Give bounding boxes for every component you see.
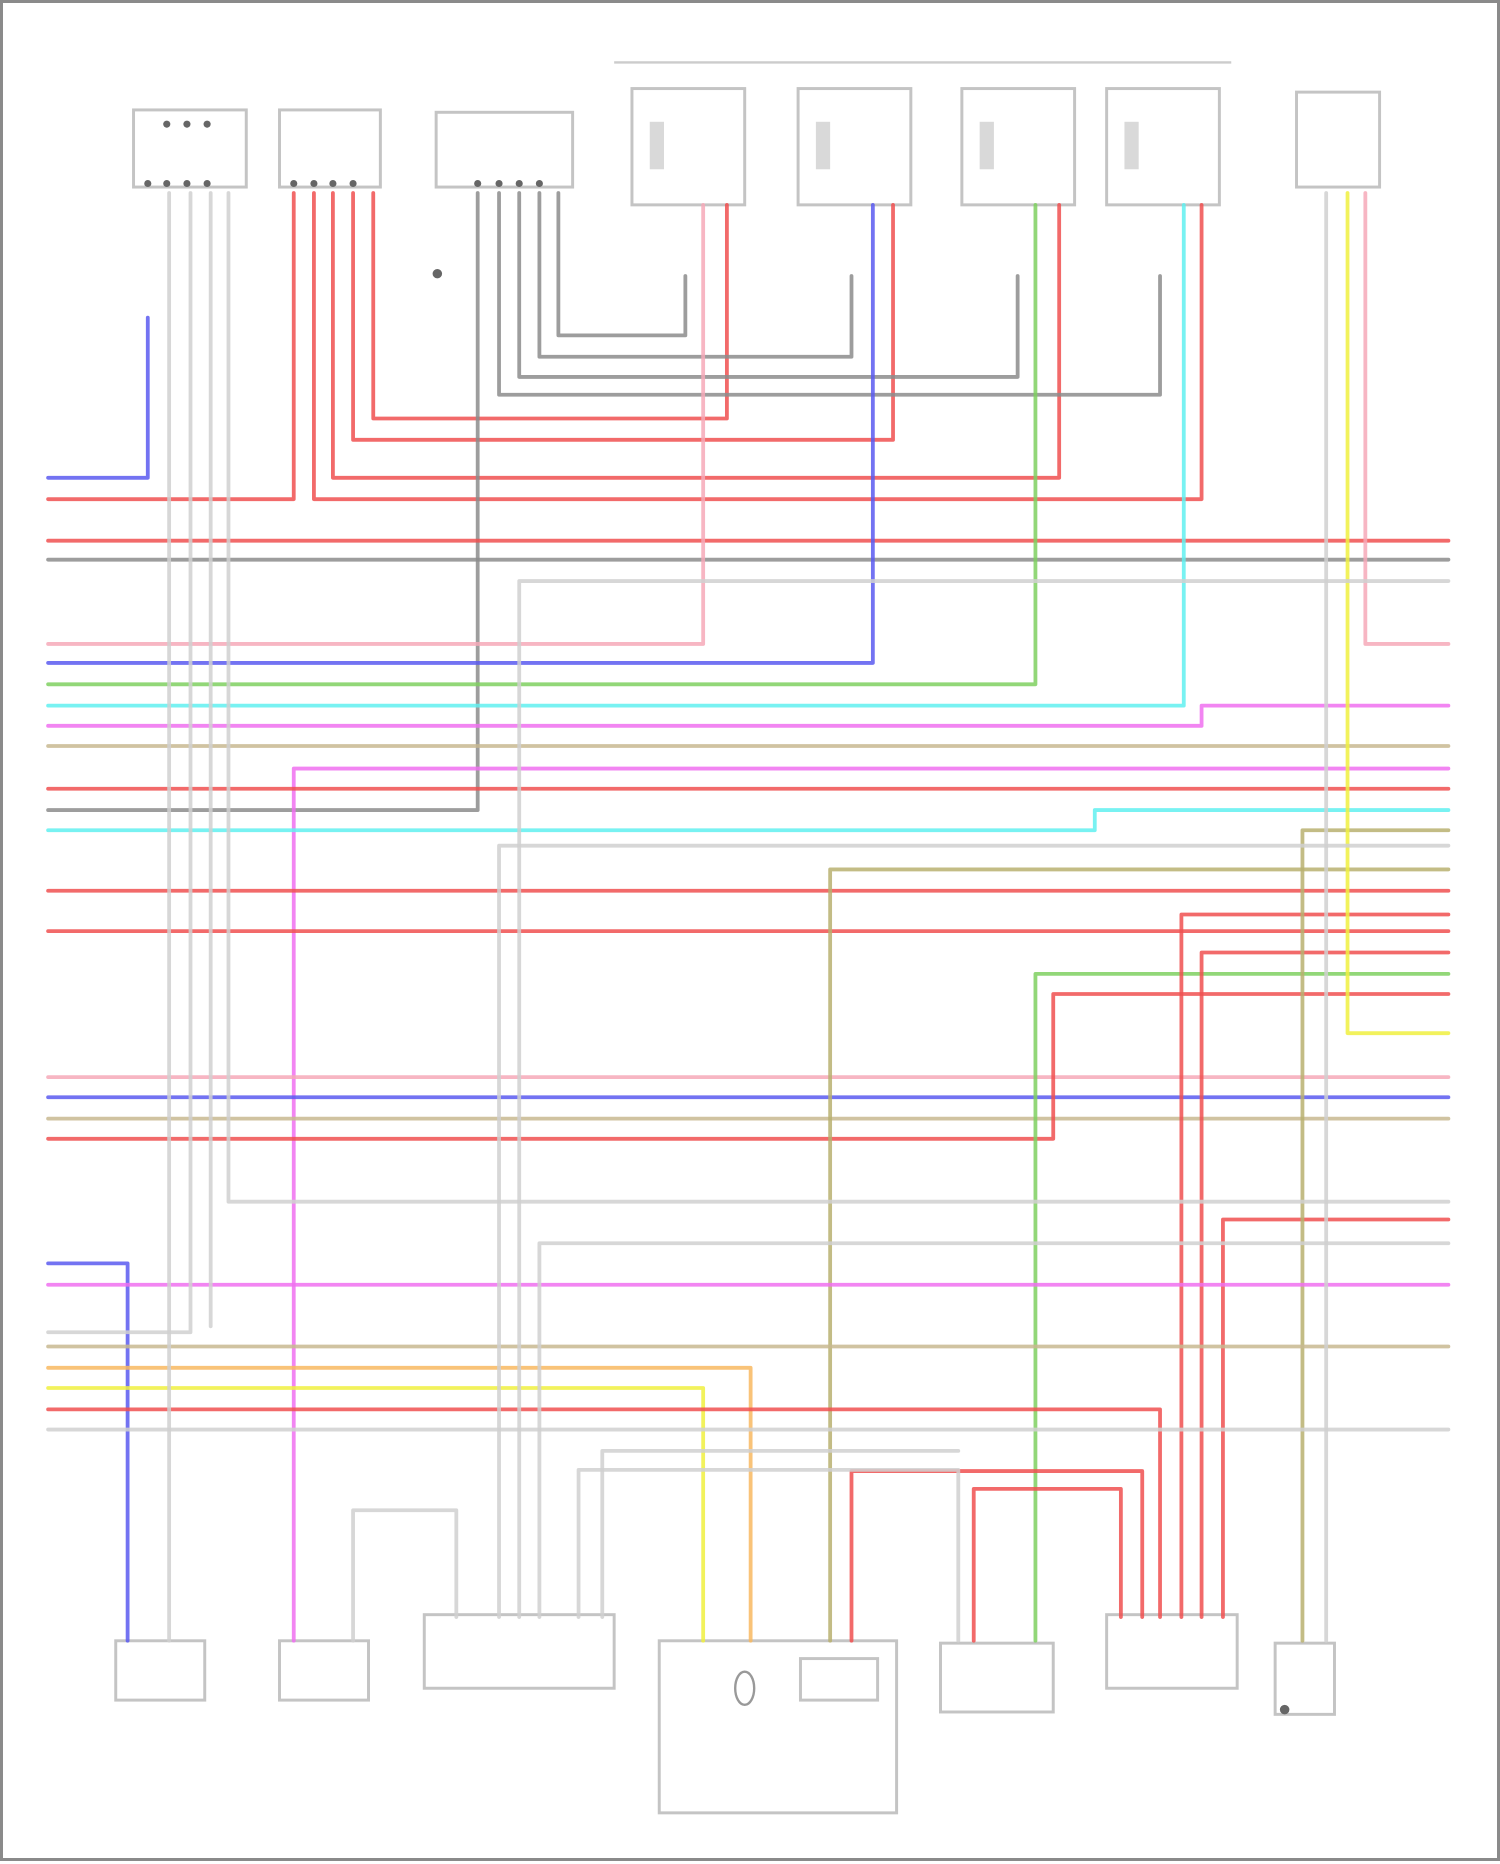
ignition-coil-2 [796, 87, 913, 207]
wire-cyan [46, 808, 1451, 833]
wire-gray [46, 191, 480, 812]
wires [46, 191, 1451, 1643]
wire-red [351, 191, 895, 442]
component-bottom-sensor [939, 1641, 1055, 1714]
ignition-coil-4 [1105, 87, 1221, 207]
sensor-top-right [1295, 90, 1382, 189]
connector-bottom-2 [1105, 1613, 1239, 1690]
wire-yellow [1345, 191, 1451, 1036]
wire-lightgray [46, 191, 193, 1335]
wire-lightgray [226, 191, 1451, 1204]
wire-red [971, 1486, 1123, 1643]
connector-top-2 [278, 108, 382, 189]
connector-top-1 [132, 108, 248, 189]
component-bottom-1 [114, 1639, 207, 1702]
wire-red [1179, 912, 1451, 1619]
wire-orange [46, 1365, 753, 1643]
wire-lightgray [497, 843, 1451, 1619]
ignition-coil-1 [630, 87, 747, 207]
wiring-diagram [46, 61, 1451, 1815]
wire-red [849, 1469, 1145, 1643]
wire-gray [556, 191, 688, 338]
wire-lightgray [537, 1241, 1451, 1619]
wire-red [371, 191, 729, 421]
wire-magenta [46, 703, 1451, 728]
wire-gray [517, 191, 1020, 379]
wire-lightgray [517, 579, 1451, 1619]
wire-gray [497, 191, 1162, 397]
wire-red [46, 992, 1451, 1141]
wire-lightgray [576, 1467, 961, 1643]
wire-red [1221, 1217, 1451, 1619]
wire-green [46, 202, 1038, 687]
wire-olive [828, 867, 1451, 1643]
wire-pink [46, 202, 706, 646]
turbocharger-assembly [657, 1639, 899, 1815]
wire-red [46, 1407, 1162, 1619]
wire-red [46, 191, 296, 502]
wire-olive [1300, 828, 1451, 1643]
component-bottom-2 [278, 1639, 370, 1702]
wire-lightgray [600, 1449, 961, 1619]
wire-gray [537, 191, 854, 359]
wire-pink [1363, 191, 1451, 646]
wire-red [331, 191, 1062, 480]
wire-blue [46, 202, 875, 665]
oil-pressure-switch [1273, 1641, 1336, 1716]
connector-bottom-1 [422, 1613, 616, 1690]
connector-top-3 [432, 110, 575, 279]
wire-red [312, 191, 1204, 502]
wire-yellow [46, 1386, 706, 1643]
wire-magenta [291, 766, 1451, 1643]
wire-lightgray [351, 1508, 459, 1643]
ignition-coil-3 [960, 87, 1077, 207]
wire-blue [46, 1261, 130, 1643]
wire-cyan [46, 202, 1186, 708]
wire-green [1033, 971, 1451, 1643]
wire-red [1199, 950, 1451, 1619]
wire-blue [46, 315, 150, 480]
